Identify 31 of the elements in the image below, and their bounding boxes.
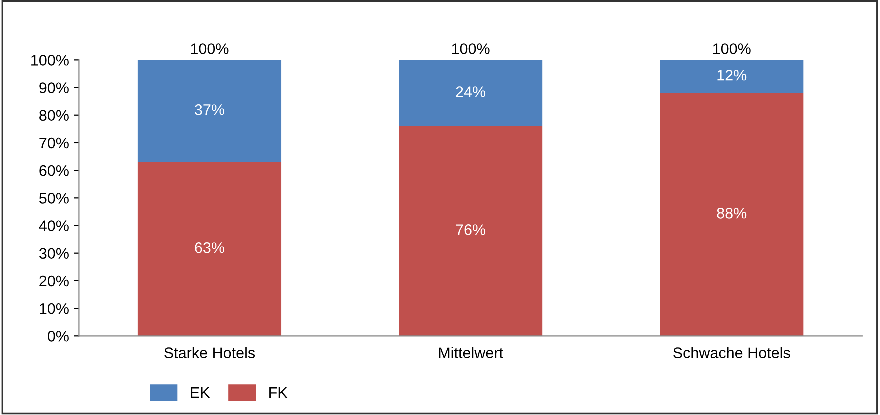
y-tick-label: 10% bbox=[40, 303, 69, 314]
data-label: 76% bbox=[456, 224, 486, 236]
bar bbox=[138, 60, 282, 162]
bar bbox=[138, 162, 282, 336]
total-label: 100% bbox=[191, 44, 229, 54]
data-label: 63% bbox=[195, 242, 224, 254]
x-tick-label: Starke Hotels bbox=[164, 347, 256, 358]
y-tick-label: 60% bbox=[40, 165, 69, 176]
data-label: 37% bbox=[195, 104, 224, 116]
legend-label: EK bbox=[191, 388, 210, 398]
y-tick-label: 50% bbox=[40, 193, 69, 204]
y-tick-label: 70% bbox=[40, 138, 69, 149]
total-label: 100% bbox=[713, 44, 751, 54]
y-tick-label: 0% bbox=[48, 331, 69, 342]
y-tick-label: 30% bbox=[39, 248, 69, 260]
data-label: 24% bbox=[456, 86, 486, 98]
y-tick-label: 80% bbox=[40, 110, 69, 122]
x-tick-label: Schwache Hotels bbox=[674, 347, 790, 358]
bar bbox=[399, 126, 543, 336]
legend-label: FK bbox=[270, 388, 288, 398]
y-tick-label: 100% bbox=[32, 55, 69, 66]
bar bbox=[660, 60, 804, 94]
bar bbox=[399, 60, 543, 126]
y-tick-label: 90% bbox=[40, 82, 69, 94]
y-tick-label: 20% bbox=[40, 276, 69, 287]
y-tick-label: 40% bbox=[39, 220, 69, 232]
total-label: 100% bbox=[452, 44, 490, 54]
bar bbox=[660, 93, 804, 336]
x-tick-label: Mittelwert bbox=[439, 347, 504, 358]
data-label: 88% bbox=[717, 208, 747, 219]
data-label: 12% bbox=[718, 70, 747, 81]
